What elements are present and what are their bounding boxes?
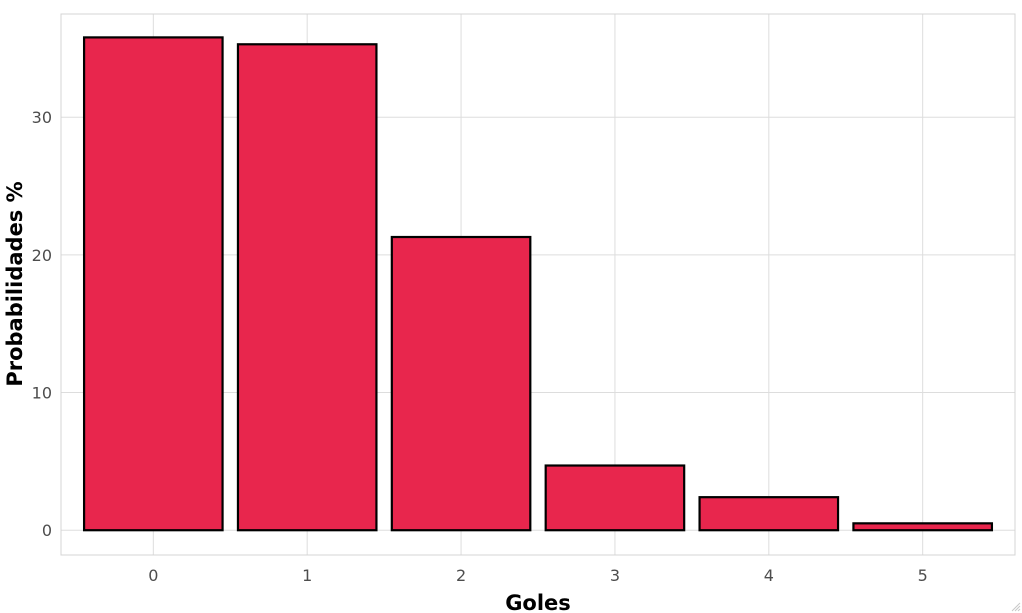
bar-5[interactable] [852, 522, 994, 532]
x-tick-label: 1 [302, 566, 312, 585]
bar-2[interactable] [390, 235, 532, 532]
plot-panel-border [60, 13, 1016, 556]
y-tick-label: 10 [32, 384, 52, 403]
bar-4[interactable] [698, 496, 840, 532]
y-tick-label: 20 [32, 246, 52, 265]
bars [82, 36, 994, 532]
bar-0[interactable] [82, 36, 224, 532]
x-axis-title: Goles [505, 591, 571, 613]
y-tick-label: 30 [32, 108, 52, 127]
y-tick-label: 0 [42, 521, 52, 540]
resize-grip-icon[interactable] [1011, 602, 1021, 612]
x-tick-label: 4 [764, 566, 774, 585]
x-axis-ticks: 0 1 2 3 4 5 [148, 566, 928, 585]
x-tick-label: 3 [610, 566, 620, 585]
bar-3[interactable] [544, 464, 686, 532]
x-tick-label: 5 [918, 566, 928, 585]
y-axis-title: Probabilidades % [3, 181, 27, 386]
x-tick-label: 2 [456, 566, 466, 585]
x-tick-label: 0 [148, 566, 158, 585]
bar-1[interactable] [236, 43, 378, 532]
y-axis-ticks: 0 10 20 30 [32, 108, 52, 540]
